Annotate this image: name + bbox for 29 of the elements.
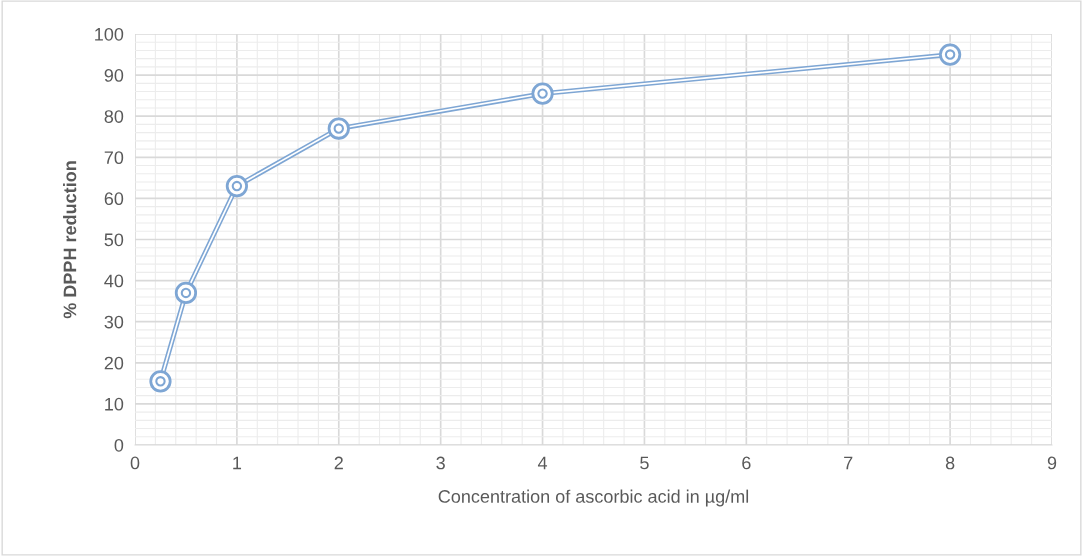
y-tick-label: 70 bbox=[104, 151, 124, 165]
y-tick-label: 20 bbox=[104, 356, 124, 370]
y-axis-title: % DPPH reduction bbox=[63, 161, 77, 319]
y-tick-label: 80 bbox=[104, 110, 124, 123]
point bbox=[531, 82, 554, 105]
point bbox=[939, 43, 962, 66]
x-tick-label: 1 bbox=[233, 456, 242, 470]
y-tick-label: 100 bbox=[95, 27, 124, 41]
point bbox=[327, 117, 350, 140]
y-tick-label: 0 bbox=[114, 438, 124, 452]
y-tick-label: 10 bbox=[105, 397, 124, 411]
y-tick-label: 40 bbox=[104, 274, 124, 288]
y-tick-label: 30 bbox=[104, 315, 124, 329]
point bbox=[149, 370, 172, 393]
y-tick-label: 90 bbox=[104, 69, 124, 82]
point bbox=[174, 281, 198, 305]
x-tick-label: 3 bbox=[436, 456, 445, 470]
x-tick-label: 0 bbox=[130, 456, 140, 470]
y-tick-label: 50 bbox=[104, 233, 124, 247]
point bbox=[225, 174, 248, 198]
x-tick-label: 8 bbox=[945, 456, 955, 470]
y-tick-label: 60 bbox=[104, 192, 124, 206]
x-tick-label: 5 bbox=[640, 456, 649, 470]
x-axis-title: Concentration of ascorbic acid in µg/ml bbox=[438, 489, 749, 507]
x-tick-label: 7 bbox=[844, 456, 853, 470]
x-tick-label: 6 bbox=[742, 456, 751, 470]
x-tick-label: 4 bbox=[537, 456, 548, 470]
x-tick-label: 9 bbox=[1047, 456, 1057, 470]
x-tick-label: 2 bbox=[334, 456, 343, 470]
